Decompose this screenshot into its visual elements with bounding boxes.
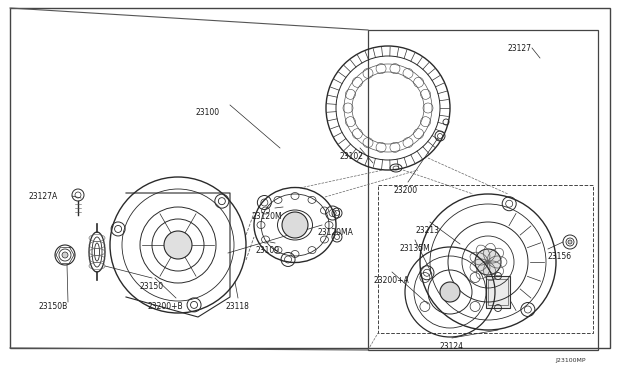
Text: 23102: 23102 <box>340 152 364 161</box>
Text: 23120MA: 23120MA <box>318 228 354 237</box>
Bar <box>488 279 508 305</box>
Text: 23213: 23213 <box>416 226 440 235</box>
Text: 23200+B: 23200+B <box>148 302 184 311</box>
Text: 23200+A: 23200+A <box>374 276 410 285</box>
Circle shape <box>164 231 192 259</box>
Text: J23100MP: J23100MP <box>555 358 586 363</box>
Text: 23200: 23200 <box>394 186 418 195</box>
Text: 23118: 23118 <box>226 302 250 311</box>
Circle shape <box>475 249 501 275</box>
Bar <box>368 30 598 350</box>
Text: 23127A: 23127A <box>28 192 57 201</box>
Text: 23100: 23100 <box>195 108 219 117</box>
Bar <box>486 276 510 308</box>
Text: 23150: 23150 <box>140 282 164 291</box>
Text: 23109: 23109 <box>255 246 279 255</box>
Bar <box>378 185 593 333</box>
Text: 23156: 23156 <box>548 252 572 261</box>
Circle shape <box>62 252 68 258</box>
Text: 23127: 23127 <box>508 44 532 53</box>
Text: 23150B: 23150B <box>38 302 67 311</box>
Text: 23124: 23124 <box>440 342 464 351</box>
Text: 23120M: 23120M <box>252 212 283 221</box>
Circle shape <box>282 212 308 238</box>
Text: 23135M: 23135M <box>400 244 431 253</box>
Circle shape <box>568 240 572 244</box>
Circle shape <box>440 282 460 302</box>
